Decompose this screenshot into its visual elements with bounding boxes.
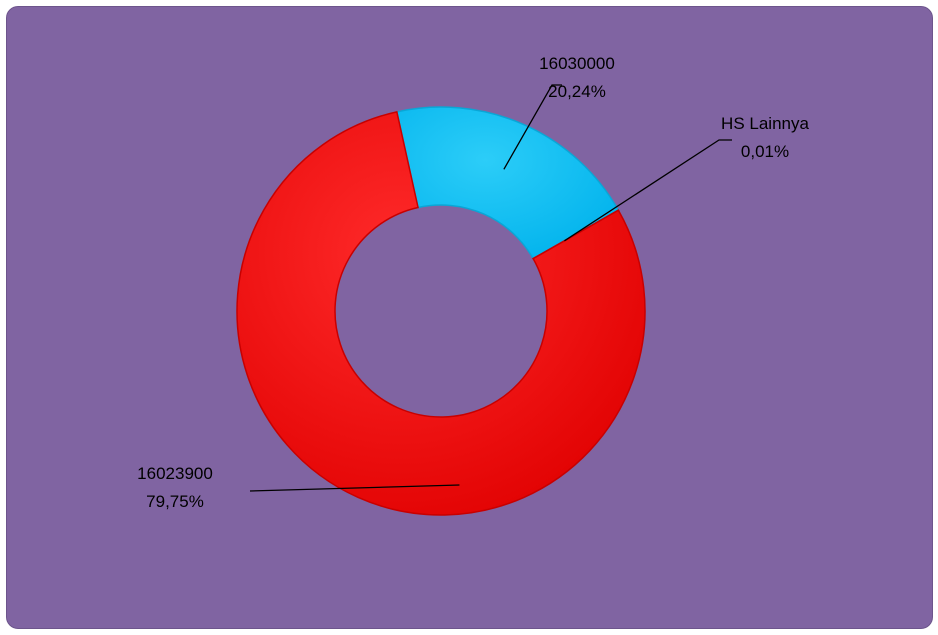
leader-line-1 <box>503 84 562 170</box>
slice-percent-1: 20,24% <box>548 82 606 101</box>
slice-16030000 <box>395 106 620 260</box>
slice-label-1: 16030000 <box>539 54 615 73</box>
slice-label-2: HS Lainnya <box>721 114 809 133</box>
slice-16023900 <box>236 110 646 516</box>
chart-frame: 16030000 20,24% HS Lainnya 0,01% 16023900 79,… <box>6 6 933 629</box>
slice-percent-3: 79,75% <box>146 492 204 511</box>
slice-percent-2: 0,01% <box>741 142 789 161</box>
slice-label-3: 16023900 <box>137 464 213 483</box>
donut-chart: 16030000 20,24% HS Lainnya 0,01% 16023900 79,… <box>137 54 809 516</box>
leader-line-2 <box>564 139 732 242</box>
leader-line-3 <box>249 484 460 492</box>
